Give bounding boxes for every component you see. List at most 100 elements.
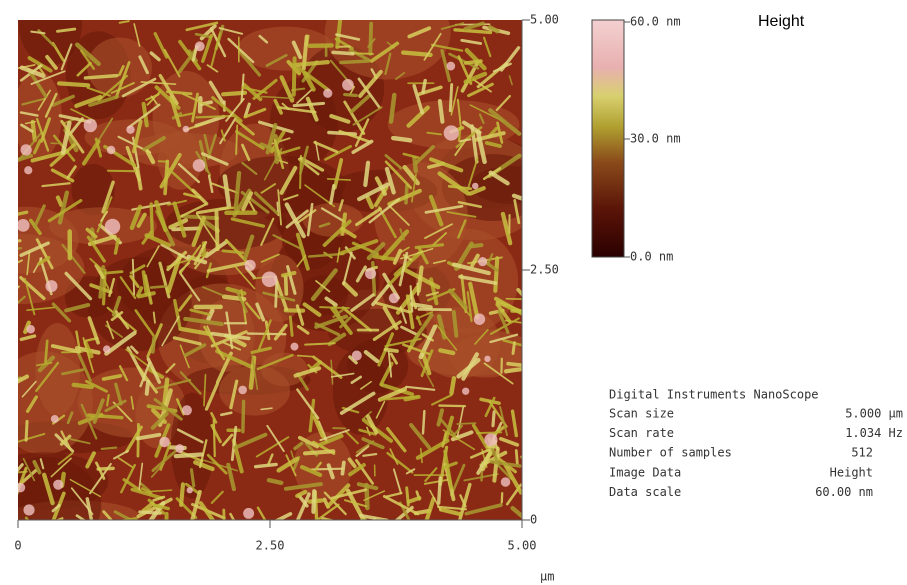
peak [183, 126, 190, 133]
info-key: Image Data [609, 465, 681, 479]
fiber [451, 378, 453, 393]
peak [45, 280, 57, 292]
fiber [495, 258, 497, 291]
fiber [450, 85, 451, 111]
fiber [214, 420, 215, 456]
fiber [333, 52, 353, 53]
fiber [0, 248, 21, 249]
fiber [342, 463, 343, 474]
peak [238, 386, 247, 395]
colorbar-label: 60.0 nm [630, 15, 681, 29]
peak [243, 508, 254, 519]
info-key: Scan size [609, 407, 674, 421]
fiber [165, 161, 167, 193]
fiber [286, 277, 287, 294]
fiber [147, 382, 148, 394]
info-value: Height [830, 465, 873, 479]
fiber [45, 341, 47, 362]
colorbar-title: Height [758, 13, 805, 30]
peak [444, 125, 459, 140]
fiber [151, 286, 166, 287]
peak [17, 219, 30, 232]
fiber [358, 519, 365, 546]
peak [107, 146, 115, 154]
peak [342, 79, 354, 91]
fiber [466, 61, 481, 63]
info-value: 512 [851, 446, 873, 460]
peak [105, 219, 120, 234]
fiber [341, 61, 369, 63]
fiber [59, 83, 88, 85]
bottom-tick-label: 2.50 [256, 539, 285, 553]
fiber [493, 412, 494, 426]
peak [474, 314, 485, 325]
peak [365, 268, 376, 279]
fiber [419, 268, 422, 291]
fiber [0, 378, 20, 383]
fiber [290, 317, 292, 335]
fiber [328, 179, 351, 180]
peak [159, 437, 169, 447]
fiber [224, 510, 225, 537]
peak [478, 257, 487, 266]
peak [84, 119, 97, 132]
fiber [256, 464, 276, 466]
fiber [283, 273, 294, 275]
peak [501, 477, 510, 486]
fiber [423, 411, 424, 433]
peak [290, 343, 298, 351]
peak [53, 480, 63, 490]
peak [262, 271, 278, 287]
peak [103, 345, 111, 353]
peak [484, 356, 490, 362]
fiber [313, 491, 314, 512]
fiber [471, 245, 481, 246]
fiber [74, 385, 92, 387]
peak [24, 166, 32, 174]
colorbar [592, 20, 624, 257]
fiber [85, 76, 116, 78]
fiber [296, 62, 328, 65]
peak [26, 325, 35, 334]
fiber [439, 478, 441, 503]
peak [484, 433, 497, 446]
fiber [305, 451, 333, 453]
peak [23, 504, 34, 515]
peak [472, 183, 479, 190]
blotch [471, 166, 553, 204]
fiber [6, 241, 20, 242]
info-header: Digital Instruments NanoScope [609, 388, 819, 402]
fiber [345, 95, 357, 96]
fiber [107, 395, 109, 405]
peak [245, 260, 256, 271]
fiber [506, 369, 521, 371]
fiber [223, 251, 243, 253]
peak [193, 159, 206, 172]
fiber [365, 163, 368, 185]
peak [182, 405, 192, 415]
fiber [516, 451, 517, 464]
unit-label: µm [540, 570, 554, 584]
peak [446, 62, 455, 71]
fiber [440, 350, 453, 353]
fiber [176, 454, 202, 456]
fiber [513, 343, 514, 354]
peak [195, 41, 205, 51]
fiber [153, 337, 154, 352]
fiber [0, 286, 19, 312]
fiber [98, 468, 113, 469]
info-value: 5.000 µm [845, 407, 903, 421]
fiber [506, 299, 526, 300]
fiber [439, 406, 465, 407]
peak [126, 125, 134, 133]
fiber [343, 520, 362, 529]
right-tick-label: 0 [530, 513, 537, 527]
fiber [294, 58, 295, 94]
fiber [393, 138, 410, 140]
peak [16, 483, 26, 493]
afm-page: Height µm Digital Instruments NanoScope … [0, 0, 907, 585]
fiber [102, 448, 116, 449]
fiber [477, 432, 501, 433]
fiber [236, 125, 237, 154]
fiber [151, 204, 152, 236]
